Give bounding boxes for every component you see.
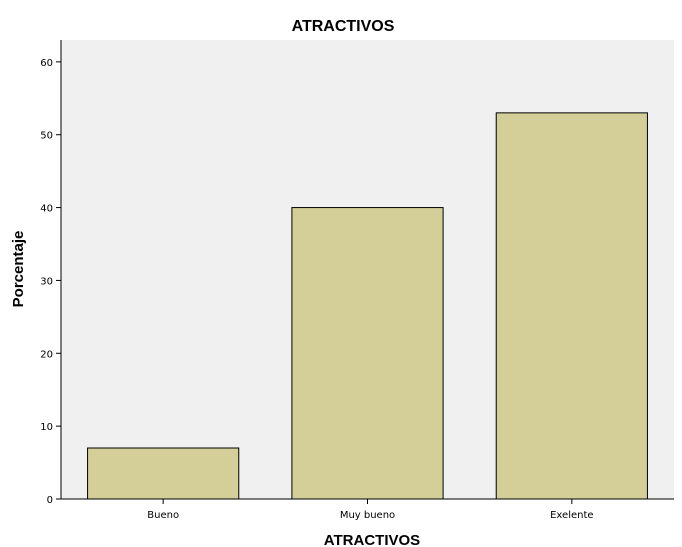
x-tick-label: Bueno <box>147 510 179 521</box>
y-axis: 0 10 20 30 40 50 60 <box>40 40 62 506</box>
y-tick-label: 0 <box>47 495 53 506</box>
y-tick-label: 50 <box>40 131 53 142</box>
y-axis-title: Porcentaje <box>10 231 27 308</box>
bar-muy-bueno <box>291 207 444 500</box>
x-tick-label: Exelente <box>550 510 593 521</box>
bar-bueno <box>87 447 240 500</box>
y-tick-label: 40 <box>40 204 53 215</box>
y-tick-label: 30 <box>40 276 53 287</box>
y-tick-label: 60 <box>40 58 53 69</box>
y-tick-label: 20 <box>40 349 53 360</box>
chart-title: ATRACTIVOS <box>292 18 395 35</box>
bar-exelente <box>495 112 648 500</box>
x-tick-label: Muy bueno <box>340 510 395 521</box>
x-axis: Bueno Muy bueno Exelente <box>61 498 674 521</box>
bars-group <box>87 112 648 500</box>
y-tick-label: 10 <box>40 422 53 433</box>
x-axis-title: ATRACTIVOS <box>324 532 420 547</box>
